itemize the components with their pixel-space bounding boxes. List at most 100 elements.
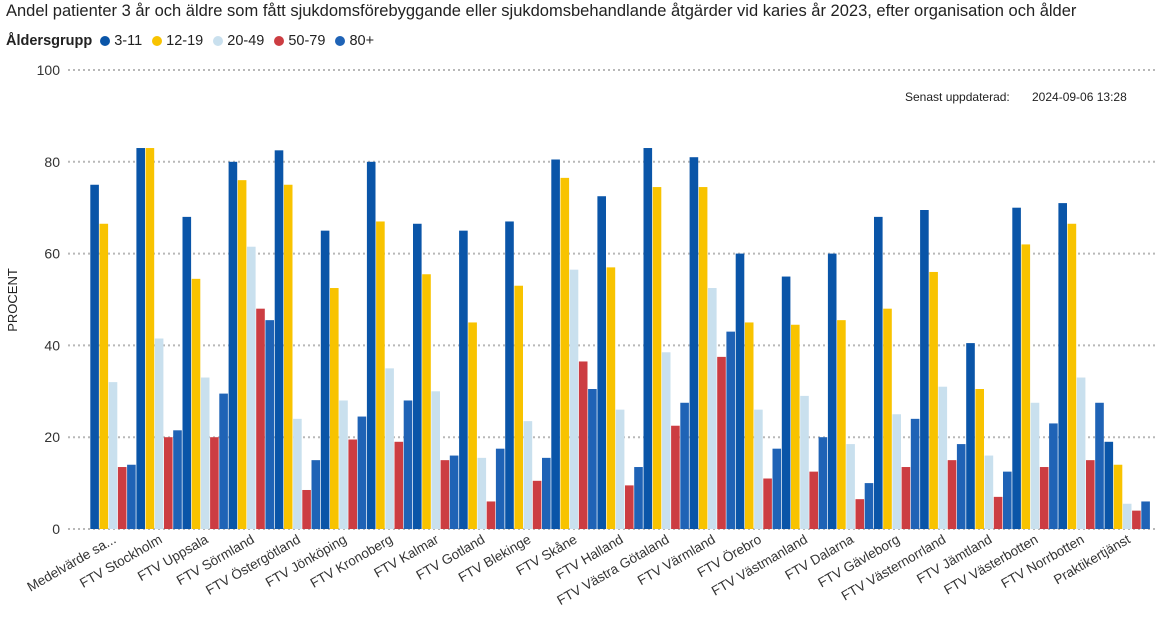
bar-80plus-0[interactable] [127, 464, 136, 529]
bar-50-79-6[interactable] [394, 441, 404, 529]
bar-80plus-15[interactable] [818, 437, 828, 529]
bar-3-11-3[interactable] [228, 161, 238, 530]
legend-item-80plus[interactable]: 80+ [335, 33, 374, 49]
bar-12-19-12[interactable] [652, 187, 662, 530]
bar-12-19-15[interactable] [791, 324, 800, 529]
bar-20-49-10[interactable] [569, 269, 579, 529]
bar-3-11-20[interactable] [1012, 207, 1021, 529]
bar-20-49-3[interactable] [247, 246, 256, 529]
bar-50-79-18[interactable] [947, 460, 957, 529]
bar-20-49-12[interactable] [661, 352, 671, 529]
bar-12-19-1[interactable] [145, 148, 155, 529]
bar-12-19-21[interactable] [1067, 223, 1077, 529]
bar-20-49-11[interactable] [615, 409, 625, 529]
bar-12-19-5[interactable] [330, 288, 339, 529]
bar-80plus-4[interactable] [311, 460, 321, 529]
bar-80plus-3[interactable] [265, 320, 274, 529]
bar-3-11-21[interactable] [1058, 203, 1067, 530]
bar-12-19-4[interactable] [283, 184, 293, 529]
bar-20-49-21[interactable] [1076, 377, 1086, 529]
bar-80plus-2[interactable] [219, 393, 228, 529]
bar-12-19-22[interactable] [1113, 464, 1123, 529]
bar-80plus-8[interactable] [495, 448, 505, 529]
bar-50-79-15[interactable] [809, 471, 818, 530]
bar-3-11-2[interactable] [182, 216, 192, 529]
bar-3-11-4[interactable] [274, 150, 284, 529]
bar-80plus-14[interactable] [772, 448, 782, 529]
bar-50-79-8[interactable] [486, 501, 496, 529]
bar-80plus-16[interactable] [864, 483, 874, 529]
bar-12-19-8[interactable] [468, 322, 477, 529]
bar-20-49-5[interactable] [339, 400, 348, 529]
bar-20-49-4[interactable] [293, 418, 302, 529]
bar-12-19-14[interactable] [744, 322, 754, 529]
bar-80plus-17[interactable] [910, 418, 920, 529]
bar-12-19-16[interactable] [837, 320, 846, 529]
bar-20-49-8[interactable] [477, 457, 487, 529]
bar-20-49-19[interactable] [984, 455, 994, 529]
bar-20-49-14[interactable] [754, 409, 763, 529]
bar-80plus-20[interactable] [1049, 423, 1058, 529]
bar-80plus-12[interactable] [680, 402, 689, 529]
bar-50-79-12[interactable] [671, 425, 680, 529]
bar-80plus-11[interactable] [634, 467, 643, 529]
bar-80plus-13[interactable] [726, 331, 735, 529]
bar-20-49-7[interactable] [431, 391, 440, 529]
bar-3-11-22[interactable] [1104, 441, 1114, 529]
bar-50-79-3[interactable] [256, 308, 265, 529]
bar-80plus-1[interactable] [173, 430, 182, 529]
bar-20-49-2[interactable] [200, 377, 210, 529]
bar-50-79-20[interactable] [1039, 467, 1049, 529]
bar-3-11-15[interactable] [781, 276, 791, 529]
bar-3-11-8[interactable] [459, 230, 468, 529]
bar-3-11-1[interactable] [136, 148, 145, 529]
bar-80plus-5[interactable] [357, 416, 367, 529]
bar-50-79-10[interactable] [578, 361, 588, 529]
bar-50-79-19[interactable] [993, 496, 1003, 529]
bar-50-79-4[interactable] [302, 489, 311, 529]
bar-3-11-19[interactable] [966, 343, 975, 529]
bar-12-19-0[interactable] [99, 223, 109, 529]
bar-80plus-6[interactable] [403, 400, 413, 529]
bar-80plus-21[interactable] [1095, 402, 1104, 529]
bar-50-79-0[interactable] [117, 467, 127, 529]
bar-80plus-10[interactable] [588, 389, 597, 529]
bar-20-49-1[interactable] [154, 338, 164, 529]
bar-12-19-19[interactable] [975, 389, 984, 529]
bar-12-19-6[interactable] [376, 221, 385, 529]
bar-50-79-5[interactable] [348, 439, 357, 530]
bar-3-11-5[interactable] [320, 230, 330, 529]
bar-50-79-14[interactable] [763, 478, 772, 529]
bar-50-79-7[interactable] [440, 460, 450, 529]
bar-50-79-2[interactable] [210, 437, 219, 529]
bar-3-11-0[interactable] [90, 184, 99, 529]
bar-12-19-11[interactable] [606, 267, 616, 529]
bar-12-19-17[interactable] [883, 308, 892, 529]
bar-3-11-7[interactable] [413, 223, 422, 529]
bar-20-49-17[interactable] [892, 414, 901, 529]
legend-item-3-11[interactable]: 3-11 [100, 33, 142, 49]
bar-80plus-9[interactable] [542, 457, 551, 529]
bar-80plus-18[interactable] [956, 444, 966, 529]
bar-12-19-20[interactable] [1021, 244, 1031, 530]
legend-item-20-49[interactable]: 20-49 [213, 33, 264, 49]
bar-20-49-18[interactable] [938, 386, 948, 529]
bar-20-49-15[interactable] [800, 395, 809, 529]
bar-50-79-21[interactable] [1086, 460, 1095, 529]
bar-12-19-10[interactable] [560, 177, 570, 529]
bar-3-11-12[interactable] [643, 148, 653, 529]
bar-80plus-7[interactable] [449, 455, 459, 529]
bar-3-11-17[interactable] [874, 216, 883, 529]
bar-20-49-9[interactable] [523, 421, 533, 529]
bar-12-19-18[interactable] [929, 271, 938, 529]
bar-50-79-11[interactable] [625, 485, 634, 529]
legend-item-50-79[interactable]: 50-79 [274, 33, 325, 49]
bar-50-79-13[interactable] [717, 356, 726, 530]
bar-3-11-11[interactable] [597, 196, 606, 530]
bar-3-11-10[interactable] [551, 159, 560, 530]
bar-3-11-13[interactable] [689, 157, 699, 529]
bar-12-19-9[interactable] [514, 285, 523, 529]
bar-80plus-22[interactable] [1141, 501, 1150, 529]
bar-20-49-20[interactable] [1030, 402, 1040, 529]
bar-12-19-13[interactable] [698, 187, 708, 530]
